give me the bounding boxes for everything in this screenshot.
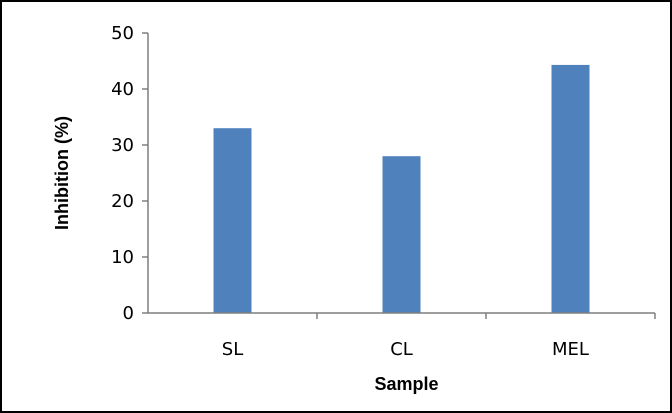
x-tick-label: SL [222, 339, 243, 360]
y-tick-label: 20 [111, 191, 134, 212]
y-tick-label: 0 [123, 303, 134, 324]
y-tick-label: 40 [111, 79, 134, 100]
x-axis-title: Sample [374, 374, 438, 394]
x-tick-label: CL [390, 339, 413, 360]
bar [382, 156, 421, 313]
y-axis-title: Inhibition (%) [52, 116, 72, 230]
x-axis-ticks: SL CL MEL [222, 313, 656, 360]
bar [551, 64, 590, 313]
y-axis-ticks: 0 10 20 30 40 50 [111, 23, 148, 324]
y-tick-label: 10 [111, 247, 134, 268]
bars [213, 64, 590, 313]
bar [213, 128, 252, 313]
y-tick-label: 30 [111, 135, 134, 156]
x-tick-label: MEL [552, 339, 589, 360]
y-tick-label: 50 [111, 23, 134, 44]
